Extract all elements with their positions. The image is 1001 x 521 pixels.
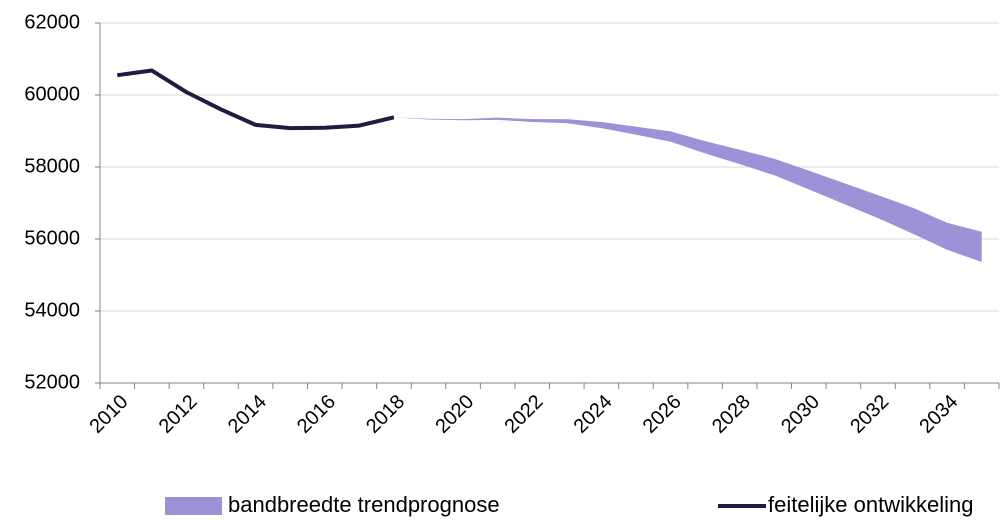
legend-swatch xyxy=(165,497,222,515)
data-line xyxy=(117,68,395,131)
y-tick-label: 54000 xyxy=(24,299,80,321)
y-tick-label: 62000 xyxy=(24,11,80,33)
legend-label: feitelijke ontwikkeling xyxy=(768,492,973,517)
x-tick-label: 2028 xyxy=(708,391,755,438)
x-tick-label: 2030 xyxy=(777,391,824,438)
x-tick-label: 2014 xyxy=(224,391,271,438)
x-tick-label: 2032 xyxy=(846,391,893,438)
x-tick-label: 2020 xyxy=(431,391,478,438)
x-tick-label: 2034 xyxy=(915,391,962,438)
x-tick-label: 2018 xyxy=(362,391,409,438)
x-tick-label: 2024 xyxy=(570,391,617,438)
y-tick-label: 60000 xyxy=(24,83,80,105)
x-tick-label: 2022 xyxy=(500,391,547,438)
x-tick-label: 2012 xyxy=(155,391,202,438)
y-tick-label: 52000 xyxy=(24,371,80,393)
y-tick-label: 58000 xyxy=(24,155,80,177)
legend-label: bandbreedte trendprognose xyxy=(228,492,500,517)
x-tick-label: 2016 xyxy=(293,391,340,438)
forecast-band xyxy=(393,117,982,263)
x-tick-label: 2010 xyxy=(86,391,133,438)
y-tick-label: 56000 xyxy=(24,227,80,249)
x-tick-label: 2026 xyxy=(639,391,686,438)
